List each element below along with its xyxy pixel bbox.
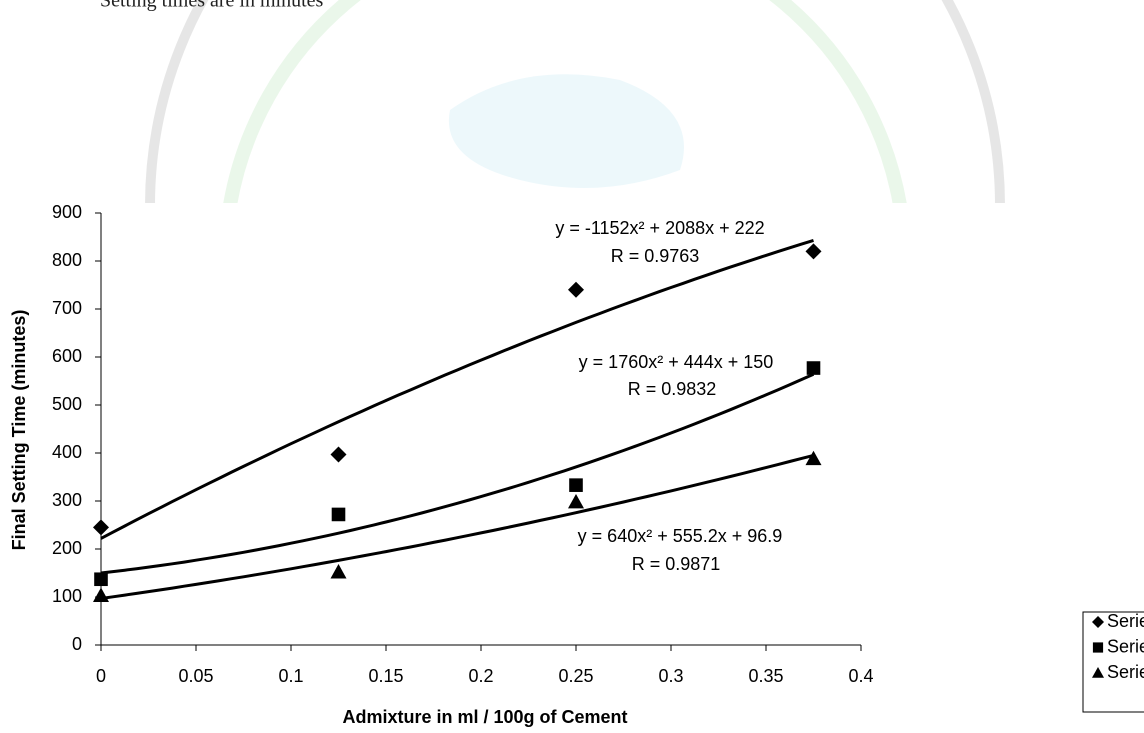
trendline-r: R = 0.9832: [628, 379, 717, 399]
x-tick-label: 0.15: [368, 666, 403, 686]
marker-square: [331, 507, 346, 522]
x-tick-label: 0.35: [748, 666, 783, 686]
marker-square: [94, 572, 108, 587]
marker-triangle: [805, 450, 822, 466]
watermark: [145, 0, 1005, 207]
trendline-equation: y = 640x² + 555.2x + 96.9: [578, 526, 783, 546]
x-tick-label: 0.05: [178, 666, 213, 686]
y-tick-label: 900: [52, 202, 82, 222]
legend-label: Series3: [1107, 662, 1144, 682]
marker-triangle: [568, 493, 584, 509]
trendline: [100, 238, 814, 540]
y-tick-label: 200: [52, 538, 82, 558]
x-tick-label: 0.2: [468, 666, 493, 686]
y-tick-label: 400: [52, 442, 82, 462]
y-tick-label: 100: [52, 586, 82, 606]
marker-square: [806, 361, 821, 375]
marker-diamond: [330, 446, 347, 463]
y-axis-label: Final Setting Time (minutes): [9, 310, 29, 551]
legend-marker: [1092, 667, 1104, 678]
trendline-r: R = 0.9763: [611, 246, 700, 266]
legend-marker: [1092, 616, 1104, 628]
trendline-equation: y = -1152x² + 2088x + 222: [555, 218, 764, 238]
trendline-r: R = 0.9871: [632, 554, 721, 574]
marker-diamond: [93, 519, 109, 536]
watermark-globe: [448, 74, 684, 188]
trendline-equation: y = 1760x² + 444x + 150: [579, 352, 774, 372]
x-tick-label: 0.4: [848, 666, 873, 686]
legend-label: Series2: [1107, 636, 1144, 656]
marker-triangle: [93, 587, 109, 602]
y-tick-label: 300: [52, 490, 82, 510]
x-tick-label: 0: [96, 666, 106, 686]
y-tick-label: 800: [52, 250, 82, 270]
y-tick-label: 500: [52, 394, 82, 414]
legend-marker: [1092, 642, 1104, 653]
x-tick-label: 0.3: [658, 666, 683, 686]
marker-triangle: [330, 564, 347, 579]
marker-diamond: [805, 243, 822, 260]
legend-label: Series1: [1107, 611, 1144, 631]
marker-diamond: [568, 281, 584, 298]
x-tick-label: 0.1: [278, 666, 303, 686]
legend-box: [1082, 611, 1144, 713]
y-tick-label: 700: [52, 298, 82, 318]
watermark-arc: [223, 0, 907, 207]
y-tick-label: 600: [52, 346, 82, 366]
x-axis-label: Admixture in ml / 100g of Cement: [342, 707, 627, 727]
trendline: [100, 453, 814, 600]
watermark-arc: [145, 0, 1005, 206]
note: Setting times are in minutes: [100, 0, 324, 12]
marker-square: [569, 478, 583, 492]
y-tick-label: 0: [72, 634, 82, 654]
trendline: [100, 372, 815, 575]
x-tick-label: 0.25: [558, 666, 593, 686]
